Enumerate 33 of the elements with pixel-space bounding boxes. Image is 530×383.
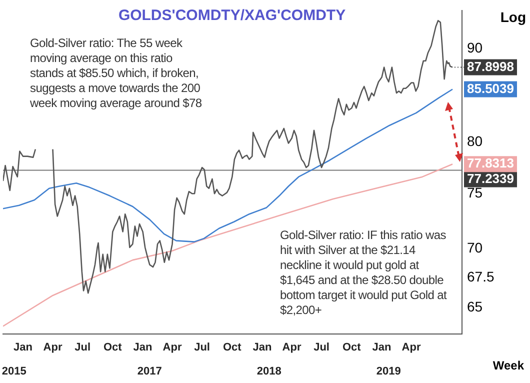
y-tick-label: 75: [467, 184, 483, 201]
x-tick-label: Jan: [13, 341, 33, 354]
x2-tick-label: 2017: [137, 366, 162, 378]
y-tick-label: 65: [467, 298, 483, 314]
x-axis-title: Week: [492, 358, 524, 372]
x-tick-label: Apr: [282, 341, 302, 354]
data-label: 77.8313: [467, 156, 514, 171]
x-tick-label: Jan: [133, 341, 153, 354]
annotation: Gold-Silver ratio: The 55 week moving average on this ratio stands at $85.50 which, if broken, suggests a move towards the 200 week moving average around $78: [30, 36, 202, 111]
x-tick-label: Jan: [252, 341, 272, 354]
x2-tick-label: 2019: [376, 366, 401, 378]
x-tick-label: Apr: [43, 341, 63, 354]
x-tick-label: Jul: [314, 341, 330, 354]
x-tick-label: Oct: [223, 341, 242, 354]
y-tick-label: 90: [467, 39, 483, 56]
x-tick-label: Jan: [372, 341, 392, 354]
x-tick-label: Apr: [402, 341, 422, 354]
x2-tick-label: 2015: [2, 366, 26, 378]
y-tick-label: 67.5: [467, 268, 494, 284]
x-tick-label: Jul: [74, 341, 91, 354]
ref-line-label: 77.2339: [467, 170, 514, 186]
x2-tick-label: 2018: [256, 366, 282, 378]
data-label: 85.5039: [467, 80, 514, 96]
x-tick-label: Oct: [104, 341, 122, 354]
y-tick-label: 70: [467, 239, 483, 256]
x-tick-label: Apr: [162, 341, 182, 354]
annotation: 87.8998: [467, 58, 514, 74]
chart-title: GOLDS'COMDTY/XAG'COMDTY: [118, 7, 346, 24]
x-tick-label: Jul: [194, 341, 210, 354]
y-axis-title: Log: [500, 8, 526, 25]
y-tick-label: 80: [467, 133, 483, 150]
x-tick-label: Oct: [342, 341, 362, 354]
annotation: Gold-Silver ratio: IF this ratio was hit with Silver at the $21.14 neckline it would put gold at $1,645 and at the $28.50 double bottom target it would put Gold at $2,200+: [280, 228, 448, 318]
